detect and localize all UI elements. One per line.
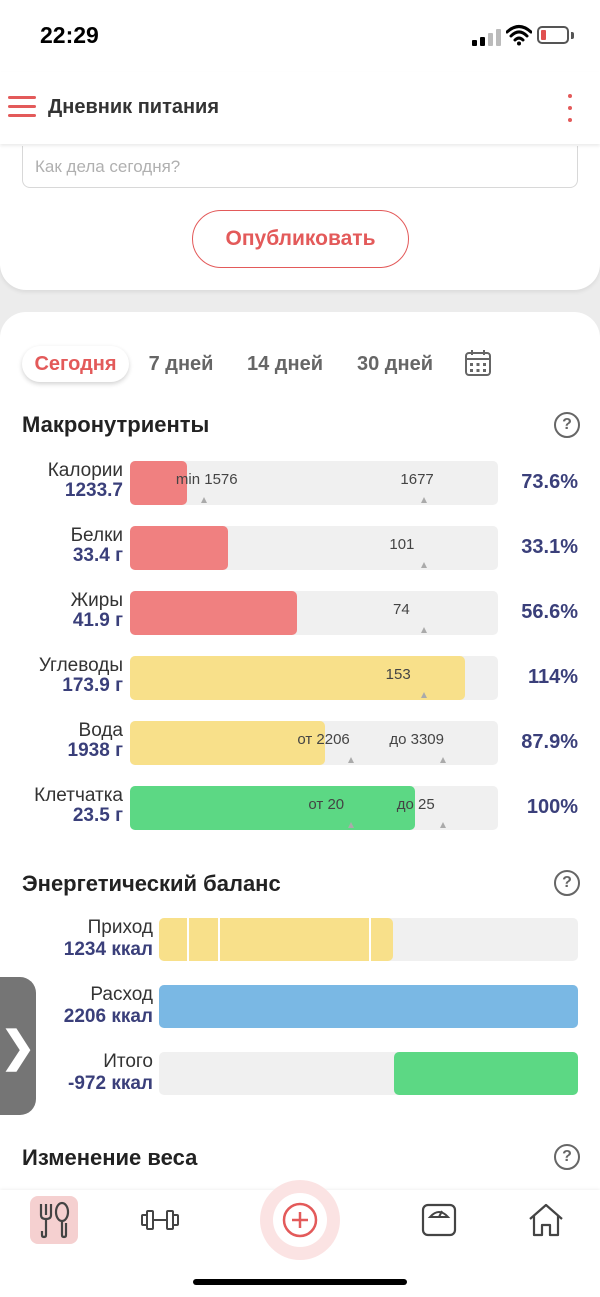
status-input[interactable] [22, 146, 578, 188]
macro-progress-fill [130, 526, 228, 570]
weight-title: Изменение веса [22, 1145, 198, 1170]
energy-segment-divider [368, 918, 371, 961]
target-marker-label: от 2206 [297, 731, 350, 748]
nav-scale-icon[interactable] [415, 1196, 463, 1244]
macro-value: 1938 г [67, 740, 123, 761]
energy-bar-fill [159, 918, 394, 961]
target-marker-label: min 1576 [175, 471, 238, 488]
tab-14-days[interactable]: 14 дней [247, 352, 323, 375]
macro-label: Жиры [70, 590, 123, 611]
signal-icon [472, 28, 502, 46]
energy-bar [159, 1052, 578, 1095]
macro-progress-fill [130, 786, 416, 830]
macro-value: 1233.7 [64, 480, 123, 501]
tab-7-days[interactable]: 7 дней [148, 352, 214, 375]
macro-percent: 114% [527, 666, 578, 688]
macro-percent: 100% [526, 796, 578, 818]
battery-tip [571, 32, 574, 39]
nav-home-icon[interactable] [522, 1196, 570, 1244]
macro-progress-bar: 74 [130, 591, 498, 635]
target-marker-label: до 25 [396, 796, 435, 813]
target-marker-triangle [439, 757, 446, 763]
macro-value: 33.4 г [72, 545, 123, 566]
tab-today[interactable]: Сегодня [22, 346, 129, 382]
battery-icon [537, 26, 569, 44]
energy-label: Расход [90, 984, 153, 1005]
energy-bar [159, 918, 578, 961]
weight-help-icon[interactable]: ? [554, 1144, 580, 1170]
more-options-icon[interactable] [560, 92, 580, 124]
wifi-icon [505, 24, 533, 46]
nav-workouts-dumbbell-icon[interactable] [136, 1196, 184, 1244]
macro-progress-bar: min 1576 1677 [130, 461, 498, 505]
energy-bar [159, 985, 578, 1028]
energy-value: -972 ккал [68, 1073, 153, 1094]
macro-progress-fill [130, 461, 188, 505]
macro-progress-bar: от 20 до 25 [130, 786, 498, 830]
publish-button[interactable]: Опубликовать [192, 210, 409, 268]
macro-label: Калории [47, 460, 123, 481]
macro-percent: 87.9% [521, 731, 578, 753]
macro-progress-bar: от 2206 до 3309 [130, 721, 498, 765]
energy-bar-fill [394, 1052, 578, 1095]
calendar-icon[interactable] [464, 349, 492, 377]
macros-help-icon[interactable]: ? [554, 412, 580, 438]
macro-value: 41.9 г [72, 610, 123, 631]
macro-value: 173.9 г [62, 675, 123, 696]
energy-title: Энергетический баланс [22, 871, 281, 896]
target-marker-label: 74 [393, 601, 410, 618]
macro-progress-bar: 153 [130, 656, 498, 700]
app-header: Дневник питания [0, 72, 600, 144]
side-panel-toggle[interactable]: ❯ [0, 977, 36, 1115]
macro-progress-fill [130, 591, 297, 635]
macros-title: Макронутриенты [22, 412, 210, 437]
target-marker-triangle [200, 497, 207, 503]
target-marker-triangle [421, 627, 428, 633]
macro-progress-fill [130, 656, 465, 700]
energy-bar-fill [159, 985, 578, 1028]
target-marker-label: 101 [389, 536, 415, 553]
target-marker-triangle [421, 497, 428, 503]
macro-value: 23.5 г [72, 805, 123, 826]
target-marker-triangle [421, 692, 428, 698]
macro-label: Вода [78, 720, 123, 741]
target-marker-label: до 3309 [389, 731, 444, 748]
energy-label: Итого [103, 1051, 153, 1072]
macro-label: Углеводы [38, 655, 123, 676]
home-indicator [193, 1279, 407, 1285]
target-marker-triangle [347, 822, 354, 828]
target-marker-triangle [347, 757, 354, 763]
energy-label: Приход [87, 917, 153, 938]
target-marker-label: 1677 [400, 471, 434, 488]
target-marker-label: 153 [385, 666, 411, 683]
macro-percent: 73.6% [521, 471, 578, 493]
target-marker-triangle [439, 822, 446, 828]
macro-label: Клетчатка [34, 785, 123, 806]
macro-label: Белки [70, 525, 123, 546]
energy-segment-divider [187, 918, 190, 961]
energy-value: 1234 ккал [63, 939, 153, 960]
macro-progress-bar: 101 [130, 526, 498, 570]
energy-help-icon[interactable]: ? [554, 870, 580, 896]
nav-nutrition-fork-spoon-icon[interactable] [30, 1196, 78, 1244]
page-title: Дневник питания [48, 96, 220, 118]
tab-30-days[interactable]: 30 дней [357, 352, 433, 375]
target-marker-triangle [421, 562, 428, 568]
macro-percent: 33.1% [521, 536, 578, 558]
hamburger-menu-icon[interactable] [8, 96, 36, 118]
add-entry-button[interactable] [260, 1180, 340, 1260]
target-marker-label: от 20 [308, 796, 345, 813]
status-time: 22:29 [40, 22, 99, 48]
macro-percent: 56.6% [521, 601, 578, 623]
energy-value: 2206 ккал [63, 1006, 153, 1027]
plus-icon [273, 1193, 327, 1247]
macro-progress-fill [130, 721, 326, 765]
energy-segment-divider [217, 918, 220, 961]
